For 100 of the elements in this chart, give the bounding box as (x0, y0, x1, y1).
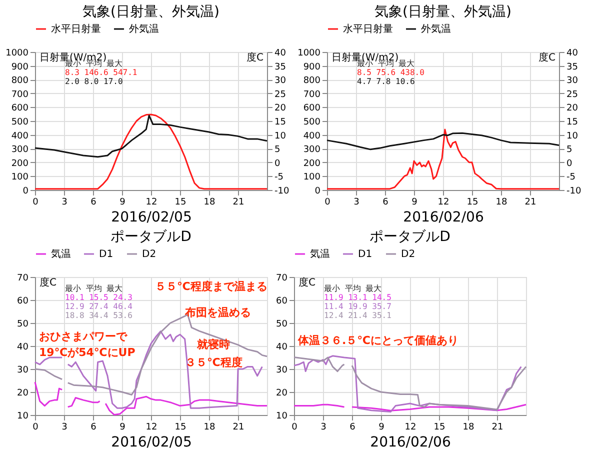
x-tick-label: 0 (32, 198, 39, 208)
annotation: 布団を温める (184, 306, 251, 319)
x-tick-label: 21 (232, 198, 244, 208)
y2-tick-label: -10 (274, 186, 290, 196)
x-tick-label: 15 (174, 198, 186, 208)
y-tick-label: 700 (303, 90, 321, 100)
annotation: 2.0 8.0 17.0 (65, 77, 123, 86)
y-tick-label: 700 (11, 90, 29, 100)
annotation: 体温３６.５℃にとって価値あり (297, 334, 458, 347)
y-axis-title: 度C (298, 276, 316, 288)
y2-axis-title: 度C (246, 52, 264, 64)
y-tick-label: 200 (303, 158, 321, 169)
y-tick-label: 100 (303, 172, 321, 183)
y-tick-label: 60 (276, 296, 288, 306)
y-tick-label: 600 (303, 104, 321, 114)
x-tick-label: 6 (382, 198, 389, 208)
y-tick-label: 900 (303, 62, 321, 72)
x-tick-label: 12 (404, 422, 416, 432)
x-tick-label: 9 (120, 198, 126, 208)
y2-tick-label: 40 (566, 48, 578, 58)
y-tick-label: 40 (17, 342, 29, 352)
x-tick-label: 15 (466, 198, 478, 208)
annotation: 12.9 27.4 46.4 (65, 302, 133, 311)
y2-tick-label: 5 (274, 145, 280, 156)
y2-tick-label: 30 (566, 76, 578, 86)
x-tick-label: 6 (350, 422, 356, 432)
line-series (34, 114, 268, 158)
y-tick-label: 10 (17, 412, 29, 422)
legend-label: D2 (401, 249, 416, 260)
x-axis-title: 2016/02/06 (370, 434, 451, 450)
x-tick-label: 12 (146, 198, 158, 208)
y2-axis-title: 度C (538, 52, 556, 64)
x-tick-label: 18 (204, 198, 216, 208)
x-tick-label: 21 (232, 422, 244, 432)
legend-label: 外気温 (421, 23, 451, 35)
x-axis-title: 2016/02/05 (111, 434, 192, 450)
y-tick-label: 1000 (298, 48, 321, 58)
y2-tick-label: 10 (566, 131, 578, 142)
annotation: 4.7 7.8 10.6 (357, 77, 415, 86)
chart-title: 気象(日射量、外気温) (374, 4, 512, 20)
annotation: 最小 平均 最大 (324, 284, 382, 293)
y-tick-label: 900 (11, 62, 29, 72)
y-tick-label: 60 (17, 296, 29, 306)
y-tick-label: 20 (276, 388, 288, 398)
y-tick-label: 50 (276, 320, 288, 330)
y-tick-label: 50 (17, 320, 29, 330)
chart-title: ポータブルD (370, 229, 450, 245)
legend-label: 気温 (51, 248, 71, 260)
y2-tick-label: 35 (566, 62, 578, 72)
y-tick-label: 800 (11, 76, 29, 86)
x-tick-label: 9 (412, 198, 418, 208)
x-tick-label: 12 (146, 422, 158, 432)
x-tick-label: 3 (62, 422, 68, 432)
y2-tick-label: 35 (274, 62, 286, 72)
y-tick-label: 600 (11, 104, 29, 114)
x-tick-label: 0 (324, 198, 331, 208)
y-axis-title: 度C (40, 276, 56, 288)
y-tick-label: 1000 (6, 48, 29, 58)
y-tick-label: 100 (11, 172, 29, 183)
legend-label: 外気温 (129, 23, 159, 35)
y2-tick-label: -10 (566, 186, 582, 196)
y-tick-label: 400 (303, 131, 321, 142)
y-tick-label: 70 (276, 274, 288, 284)
x-tick-label: 6 (90, 198, 97, 208)
y2-tick-label: 20 (566, 104, 578, 114)
y2-tick-label: -5 (274, 172, 284, 183)
annotation: ３５℃程度 (185, 356, 242, 369)
y-tick-label: 200 (11, 158, 29, 169)
x-tick-label: 0 (292, 422, 298, 432)
x-tick-label: 9 (378, 422, 385, 432)
y-tick-label: 300 (303, 145, 321, 156)
annotation: 19℃が54℃にUP (39, 346, 136, 359)
y2-tick-label: 0 (566, 158, 572, 169)
x-tick-label: 21 (524, 198, 536, 208)
annotation: 10.1 15.5 24.3 (65, 293, 133, 302)
y-tick-label: 30 (17, 366, 29, 376)
x-axis-title: 2016/02/06 (403, 210, 484, 226)
y-tick-label: 40 (276, 342, 288, 352)
y2-tick-label: 25 (566, 90, 578, 100)
legend-label: 気温 (310, 248, 330, 260)
y-tick-label: 70 (17, 274, 29, 284)
annotation: 12.4 21.4 35.1 (324, 311, 392, 320)
y-tick-label: 500 (303, 118, 321, 128)
annotation: おひさまパワーで (39, 330, 128, 343)
annotation: 就寝時 (196, 338, 230, 351)
x-axis-title: 2016/02/05 (111, 210, 192, 226)
y-tick-label: 300 (11, 145, 29, 156)
x-tick-label: 0 (32, 422, 39, 432)
y-tick-label: 800 (303, 76, 321, 86)
legend-label: 水平日射量 (343, 23, 393, 35)
y2-tick-label: 25 (274, 90, 286, 100)
legend-label: D2 (142, 249, 156, 260)
x-tick-label: 15 (174, 422, 186, 432)
x-tick-label: 6 (90, 422, 97, 432)
x-tick-label: 12 (438, 198, 450, 208)
y2-tick-label: -5 (566, 172, 576, 183)
x-tick-label: 18 (496, 198, 508, 208)
annotation: 8.5 75.6 438.0 (357, 68, 425, 77)
annotation: 18.8 34.4 53.6 (65, 311, 133, 320)
y-tick-label: 10 (276, 412, 288, 422)
